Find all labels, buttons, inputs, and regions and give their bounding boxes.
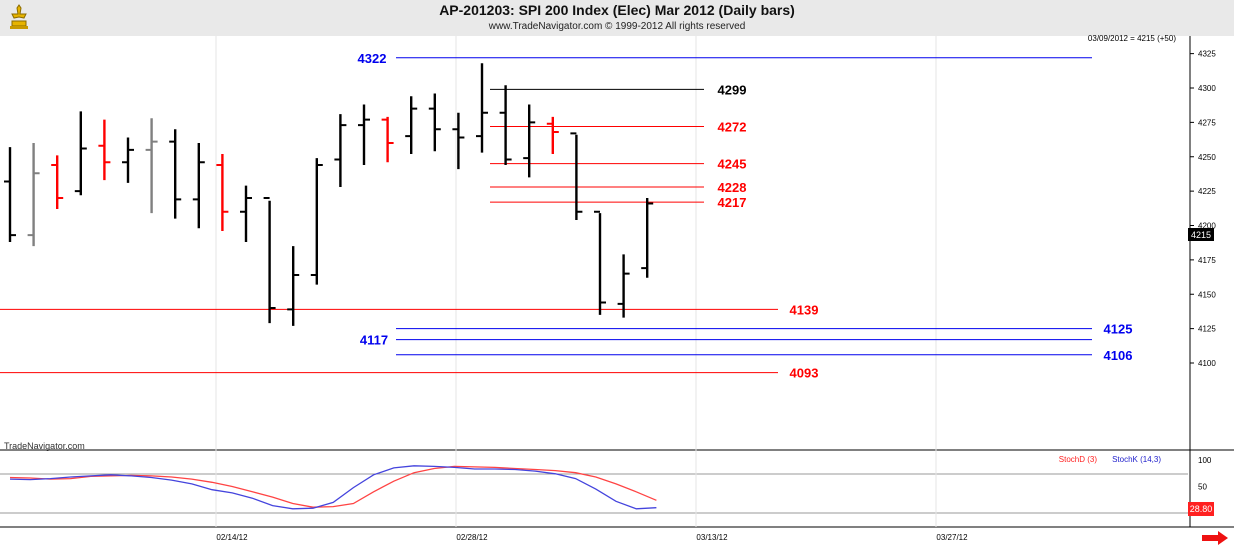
chart-title: AP-201203: SPI 200 Index (Elec) Mar 2012… xyxy=(439,2,795,18)
watermark-text: TradeNavigator.com xyxy=(4,441,85,451)
price-tick-label: 4125 xyxy=(1198,325,1216,334)
last-price-label: 4215 xyxy=(1191,230,1211,240)
last-price-marker xyxy=(1188,228,1214,241)
ohlc-bar xyxy=(428,93,441,152)
price-tick-label: 4275 xyxy=(1198,118,1216,127)
price-tick-label: 4300 xyxy=(1198,84,1216,93)
scroll-right-arrow-icon[interactable] xyxy=(1200,531,1230,550)
price-tick-label: 4225 xyxy=(1198,187,1216,196)
level-label: 4217 xyxy=(718,195,747,210)
level-label: 4117 xyxy=(360,333,388,348)
chart-header: AP-201203: SPI 200 Index (Elec) Mar 2012… xyxy=(0,0,1234,36)
level-label: 4093 xyxy=(790,366,819,381)
trade-navigator-logo-icon xyxy=(8,4,30,35)
ohlc-bar xyxy=(240,185,252,242)
ohlc-bar xyxy=(74,111,87,196)
price-tick-label: 4325 xyxy=(1198,50,1216,59)
ohlc-bar xyxy=(381,116,394,163)
date-tick-label: 03/27/12 xyxy=(936,533,968,542)
ohlc-bar xyxy=(145,118,158,214)
ohlc-bar xyxy=(523,104,536,178)
ohlc-bars xyxy=(4,63,654,326)
ohlc-bar xyxy=(405,96,418,154)
indicator-value-label: 28.80 xyxy=(1190,504,1213,514)
ohlc-bar xyxy=(122,137,134,183)
ohlc-bar xyxy=(216,154,229,231)
ohlc-bar xyxy=(546,116,559,154)
price-tick-label: 4200 xyxy=(1198,222,1216,231)
last-bar-info: 03/09/2012 = 4215 (+50) xyxy=(1088,34,1176,43)
stoch-tick-label: 50 xyxy=(1198,483,1207,492)
ohlc-bar xyxy=(358,104,370,165)
level-label: 4272 xyxy=(718,120,747,135)
ohlc-bar xyxy=(27,143,40,247)
date-tick-label: 02/14/12 xyxy=(216,533,248,542)
grid xyxy=(0,36,1234,528)
price-tick-label: 4100 xyxy=(1198,359,1216,368)
level-label: 4125 xyxy=(1104,322,1133,337)
stochastic-panel xyxy=(9,465,657,510)
ohlc-bar xyxy=(641,198,654,278)
level-label: 4228 xyxy=(718,180,747,195)
ohlc-bar xyxy=(499,85,512,165)
indicator-value-marker xyxy=(1188,502,1214,516)
ohlc-bar xyxy=(169,129,182,219)
stoch-tick-label: 100 xyxy=(1198,456,1212,465)
ohlc-bar xyxy=(287,246,300,326)
ohlc-bar xyxy=(4,147,16,242)
level-label: 4245 xyxy=(718,157,747,172)
ohlc-bar xyxy=(617,254,630,318)
stochd-line xyxy=(9,465,657,508)
level-label: 4139 xyxy=(790,302,819,317)
ohlc-bar xyxy=(98,119,111,181)
date-tick-label: 02/28/12 xyxy=(456,533,488,542)
ohlc-bar xyxy=(51,155,64,209)
copyright-text: www.TradeNavigator.com © 1999-2012 All r… xyxy=(488,21,746,32)
ohlc-bar xyxy=(334,114,347,187)
ohlc-bar xyxy=(476,63,488,153)
price-axis: 02/14/12 02/28/12 03/13/12 03/27/12 4100 4125… xyxy=(216,50,1216,542)
ohlc-bar xyxy=(263,197,276,324)
price-tick-label: 4175 xyxy=(1198,256,1216,265)
stochk-line xyxy=(9,465,657,510)
level-label: 4322 xyxy=(358,51,387,66)
level-label: 4106 xyxy=(1104,348,1133,363)
price-tick-label: 4250 xyxy=(1198,153,1216,162)
price-tick-label: 4150 xyxy=(1198,290,1216,299)
ohlc-bar xyxy=(594,210,606,315)
date-tick-label: 03/13/12 xyxy=(696,533,728,542)
ohlc-bar xyxy=(570,132,583,220)
ohlc-bar xyxy=(452,112,465,170)
ohlc-bar xyxy=(310,158,323,285)
ohlc-bar xyxy=(192,143,205,229)
legend-stochd: StochD (3) xyxy=(1059,455,1098,464)
legend-stochk: StochK (14,3) xyxy=(1112,455,1161,464)
level-label: 4299 xyxy=(718,82,747,97)
